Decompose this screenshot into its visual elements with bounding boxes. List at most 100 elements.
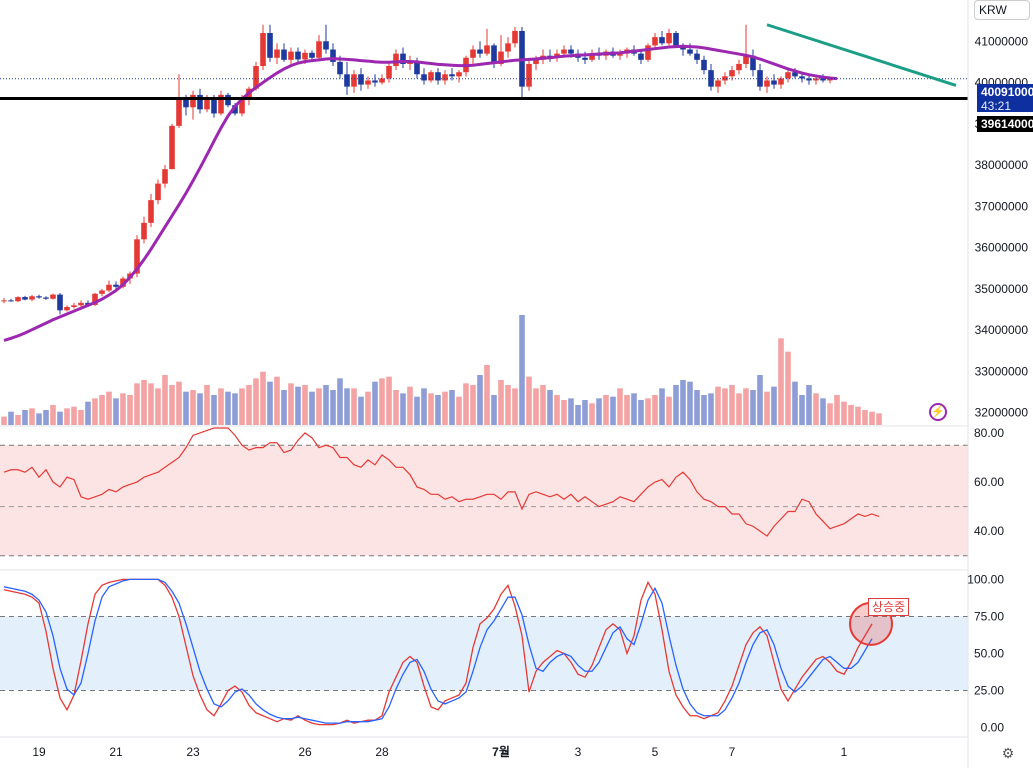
volume-bar [414, 396, 420, 425]
candle-body [512, 30, 518, 44]
volume-bar [323, 385, 329, 425]
candle-body [561, 49, 567, 54]
candle-body [162, 169, 168, 184]
candle-body [806, 78, 812, 81]
volume-bar [92, 398, 98, 425]
volume-bar [561, 400, 567, 425]
volume-bar [1, 416, 7, 425]
volume-bar [526, 376, 532, 425]
volume-bar [344, 388, 350, 425]
volume-bar [113, 398, 119, 425]
candle-body [533, 59, 539, 64]
volume-bar [295, 386, 301, 425]
candle-body [358, 74, 364, 85]
candle-body [274, 49, 280, 58]
rsi-line [3, 427, 880, 537]
volume-bar [22, 410, 28, 425]
volume-bar [645, 398, 651, 425]
candle-body [645, 45, 651, 60]
candle-body [1, 300, 7, 302]
candle-body [414, 61, 420, 75]
volume-bar [631, 393, 637, 425]
support-level-badge: 39614000 [977, 116, 1033, 132]
volume-bar [708, 393, 714, 425]
volume-bar [512, 388, 518, 425]
volume-bar [463, 383, 469, 425]
volume-bar [743, 388, 749, 425]
candle-body [792, 72, 798, 77]
candle-body [43, 297, 49, 299]
candle-body [22, 297, 28, 300]
gear-icon[interactable]: ⚙ [1001, 745, 1015, 761]
volume-bar [64, 408, 70, 425]
lightning-icon[interactable]: ⚡ [929, 403, 947, 421]
candle-body [190, 94, 196, 108]
rsi-tick-label: 40.00 [974, 524, 1004, 538]
volume-bar [253, 378, 259, 425]
candle-body [141, 222, 147, 240]
rising-annotation-label: 상승중 [868, 598, 910, 616]
candle-body [288, 51, 294, 60]
volume-bar [57, 411, 63, 425]
candle-body [295, 51, 301, 60]
volume-bar [190, 390, 196, 425]
candle-body [218, 94, 224, 114]
volume-bar [729, 385, 735, 425]
volume-bar [78, 410, 84, 425]
x-tick-label: 28 [375, 745, 389, 759]
candle-body [253, 66, 259, 89]
x-tick-label: 19 [32, 745, 46, 759]
candle-body [729, 70, 735, 77]
volume-bar [302, 385, 308, 425]
stoch-d-line [3, 578, 873, 724]
candle-body [715, 80, 721, 87]
currency-label[interactable]: KRW [974, 0, 1030, 20]
candle-body [113, 284, 119, 287]
volume-bar [806, 385, 812, 425]
candle-body [225, 94, 231, 106]
candle-body [344, 74, 350, 87]
indicator-bands [0, 444, 968, 692]
candle-body [491, 45, 497, 64]
volume-bar [862, 410, 868, 425]
price-tick-label: 41000000 [975, 34, 1029, 48]
candle-body [666, 33, 672, 44]
x-tick-label: 26 [298, 745, 312, 759]
volume-bar [442, 391, 448, 425]
candle-body [78, 302, 84, 306]
volume-bar [680, 380, 686, 425]
candle-body [176, 99, 182, 126]
volume-bar [274, 376, 280, 425]
volume-bar [50, 405, 56, 425]
candle-body [435, 72, 441, 81]
candle-body [134, 239, 140, 274]
stoch-tick-label: 25.00 [974, 684, 1004, 698]
volume-bar [99, 395, 105, 425]
candle-body [197, 94, 203, 110]
candle-body [764, 80, 770, 87]
volume-bar [701, 395, 707, 425]
x-tick-label: 7월 [492, 744, 510, 759]
volume-bar [505, 385, 511, 425]
volume-bar [407, 386, 413, 425]
candle-body [239, 99, 245, 114]
volume-bar [736, 393, 742, 425]
volume-bar [603, 395, 609, 425]
volume-bar [400, 393, 406, 425]
candle-body [582, 57, 588, 60]
candle-body [57, 294, 63, 311]
volume-bar [36, 413, 42, 425]
rsi-tick-label: 60.00 [974, 475, 1004, 489]
volume-bar [722, 388, 728, 425]
candle-body [330, 49, 336, 62]
candle-body [799, 76, 805, 79]
volume-bar [358, 396, 364, 425]
candle-body [785, 72, 791, 79]
volume-bar [176, 381, 182, 425]
candle-body [757, 70, 763, 87]
volume-bar [148, 383, 154, 425]
candle-body [428, 72, 434, 81]
candle-body [442, 74, 448, 81]
